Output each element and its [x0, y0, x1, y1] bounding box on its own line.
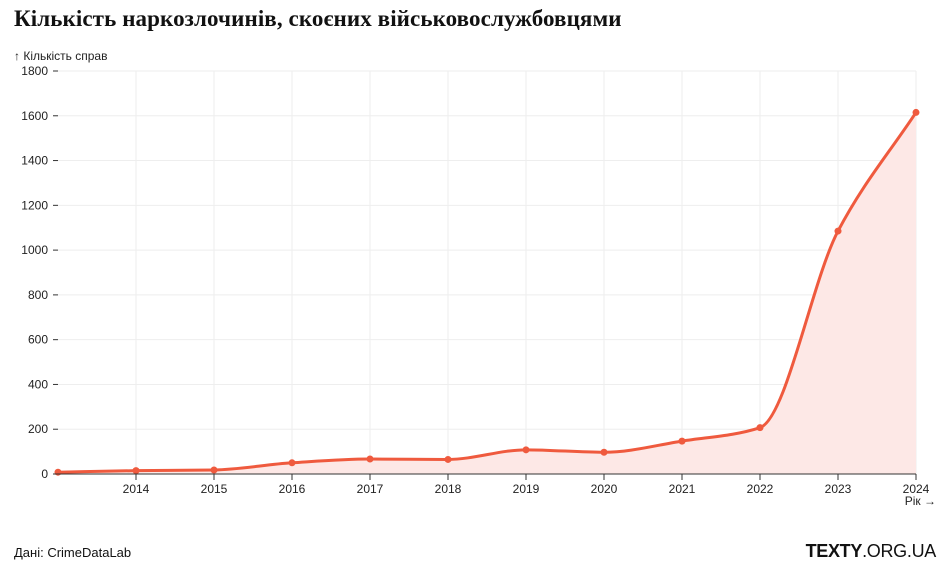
- y-tick-label: 1600: [21, 109, 48, 123]
- y-tick-label: 400: [28, 377, 48, 391]
- data-point: [210, 466, 218, 474]
- y-tick-label: 600: [28, 333, 48, 347]
- data-point: [366, 455, 374, 463]
- brand-light: .ORG.UA: [862, 541, 936, 561]
- y-tick-label: 1800: [21, 64, 48, 78]
- data-point: [678, 437, 686, 445]
- x-tick-label: 2014: [123, 482, 150, 496]
- y-tick-label: 200: [28, 422, 48, 436]
- data-point: [288, 459, 296, 467]
- data-point: [600, 448, 608, 456]
- x-tick-label: 2022: [747, 482, 774, 496]
- source-note: Дані: CrimeDataLab: [14, 545, 132, 560]
- y-axis: 0 200 400 600 800 1000 1200 1400 1600 1800: [21, 64, 58, 481]
- data-point: [912, 108, 920, 116]
- y-tick-label: 800: [28, 288, 48, 302]
- chart-title: Кількість наркозлочинів, скоєних військо…: [14, 6, 622, 31]
- y-tick-label: 1200: [21, 198, 48, 212]
- brand-bold: TEXTY: [805, 541, 863, 561]
- data-point: [54, 468, 62, 476]
- y-tick-label: 1400: [21, 154, 48, 168]
- data-point: [444, 455, 452, 463]
- data-point: [132, 467, 140, 475]
- x-tick-label: 2023: [825, 482, 852, 496]
- data-point: [834, 227, 842, 235]
- x-tick-label: 2024: [903, 482, 930, 496]
- x-tick-label: 2020: [591, 482, 618, 496]
- x-axis-label: Рік →: [905, 494, 936, 508]
- x-tick-label: 2021: [669, 482, 696, 496]
- y-tick-label: 1000: [21, 243, 48, 257]
- points-layer: [54, 108, 920, 476]
- x-tick-label: 2018: [435, 482, 462, 496]
- x-axis: 2014 2015 2016 2017 2018 2019 2020 2021 2022 2023…: [58, 473, 930, 496]
- y-axis-label: ↑ Кількість справ: [14, 49, 107, 63]
- y-tick-label: 0: [41, 467, 48, 481]
- x-tick-label: 2016: [279, 482, 306, 496]
- brand-logo: TEXTY.ORG.UA: [805, 541, 937, 562]
- x-tick-label: 2017: [357, 482, 384, 496]
- data-point: [522, 446, 530, 454]
- area-fill: [58, 112, 916, 475]
- data-point: [756, 424, 764, 432]
- x-tick-label: 2015: [201, 482, 228, 496]
- x-tick-label: 2019: [513, 482, 540, 496]
